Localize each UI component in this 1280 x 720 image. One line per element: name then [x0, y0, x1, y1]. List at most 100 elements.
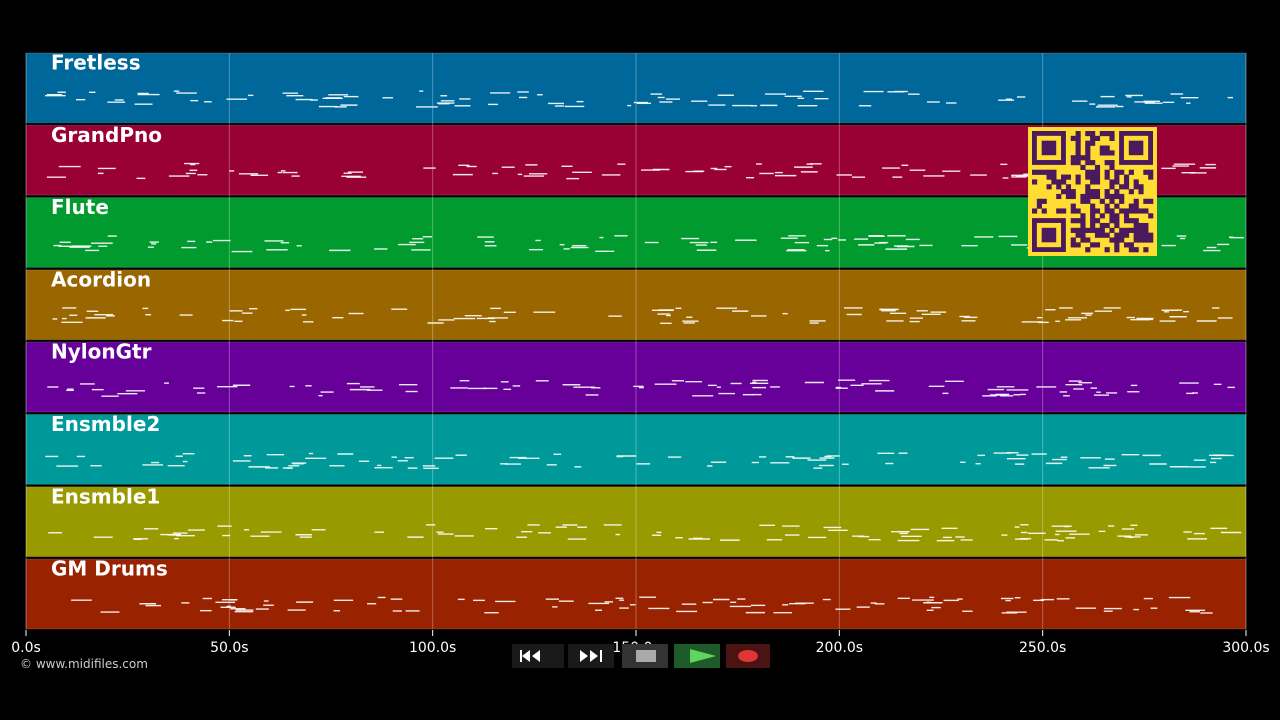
qr-module — [1123, 184, 1130, 190]
qr-module — [1075, 232, 1081, 238]
qr-module — [1094, 179, 1101, 185]
qr-module — [1075, 218, 1081, 224]
qr-module — [1104, 160, 1110, 166]
track-name: GM Drums — [51, 557, 168, 581]
qr-module — [1094, 218, 1101, 224]
qr-module — [1123, 174, 1130, 180]
qr-module — [1128, 242, 1134, 248]
qr-module — [1099, 131, 1105, 137]
qr-module — [1090, 193, 1096, 200]
qr-module — [1109, 131, 1115, 137]
qr-module — [1109, 160, 1115, 166]
qr-finder — [1041, 140, 1057, 156]
qr-module — [1085, 174, 1091, 180]
qr-module — [1065, 174, 1072, 180]
qr-module — [1104, 169, 1110, 175]
qr-module — [1138, 232, 1144, 238]
qr-module — [1036, 203, 1042, 209]
qr-module — [1148, 213, 1154, 219]
qr-module — [1075, 140, 1081, 146]
qr-module — [1109, 179, 1115, 185]
qr-module — [1104, 203, 1110, 209]
qr-module — [1133, 222, 1139, 229]
qr-module — [1123, 232, 1130, 238]
qr-module — [1104, 193, 1110, 200]
track-labels: Fretless GrandPno Flute Acordion NylonGtr Ens… — [51, 51, 168, 581]
qr-module — [1085, 155, 1091, 161]
qr-module — [1104, 145, 1110, 151]
qr-module — [1104, 232, 1110, 238]
qr-module — [1143, 227, 1149, 233]
qr-module — [1109, 164, 1115, 171]
qr-module — [1114, 193, 1120, 200]
qr-module — [1032, 169, 1038, 175]
transport-controls — [512, 644, 770, 668]
qr-module — [1104, 247, 1110, 253]
qr-module — [1032, 208, 1038, 214]
track-band — [25, 486, 1247, 558]
qr-code — [1028, 127, 1157, 256]
qr-module — [1104, 208, 1110, 214]
qr-module — [1051, 169, 1057, 175]
notes — [45, 90, 1244, 614]
qr-module — [1085, 189, 1091, 195]
qr-module — [1036, 198, 1042, 204]
qr-module — [1114, 203, 1120, 209]
qr-module — [1080, 222, 1086, 229]
qr-module — [1094, 232, 1101, 238]
qr-module — [1099, 198, 1105, 204]
qr-module — [1143, 222, 1149, 229]
qr-module — [1090, 208, 1096, 214]
qr-module — [1148, 237, 1154, 243]
qr-module — [1128, 247, 1134, 253]
qr-module — [1070, 135, 1076, 141]
qr-module — [1128, 203, 1134, 209]
qr-module — [1075, 208, 1081, 214]
qr-module — [1138, 227, 1144, 233]
qr-module — [1090, 242, 1096, 248]
qr-module — [1032, 179, 1038, 185]
qr-module — [1094, 193, 1101, 200]
track-name: Ensmble1 — [51, 484, 160, 508]
qr-module — [1085, 140, 1091, 146]
qr-module — [1128, 189, 1134, 195]
qr-module — [1148, 232, 1154, 238]
qr-module — [1070, 218, 1076, 224]
qr-module — [1138, 222, 1144, 229]
qr-module — [1143, 198, 1149, 204]
qr-module — [1119, 184, 1125, 190]
qr-module — [1090, 174, 1096, 180]
qr-module — [1133, 232, 1139, 238]
qr-module — [1099, 222, 1105, 229]
tick-label: 250.0s — [1019, 640, 1066, 656]
qr-module — [1114, 222, 1120, 229]
qr-module — [1128, 227, 1134, 233]
qr-module — [1085, 247, 1091, 253]
qr-module — [1109, 135, 1115, 141]
qr-module — [1119, 193, 1125, 200]
track-band — [25, 341, 1247, 413]
qr-module — [1123, 208, 1130, 214]
qr-module — [1085, 150, 1091, 156]
qr-module — [1085, 131, 1091, 137]
qr-module — [1128, 169, 1134, 175]
qr-module — [1104, 131, 1110, 137]
qr-module — [1094, 169, 1101, 175]
qr-module — [1099, 227, 1105, 233]
qr-module — [1075, 155, 1081, 161]
qr-module — [1114, 237, 1120, 243]
qr-module — [1041, 169, 1047, 175]
qr-finder — [1041, 227, 1057, 243]
qr-module — [1070, 208, 1076, 214]
qr-module — [1123, 218, 1130, 224]
qr-module — [1148, 174, 1154, 180]
qr-module — [1094, 174, 1101, 180]
qr-module — [1104, 222, 1110, 229]
record-icon — [738, 650, 758, 662]
qr-finder — [1128, 140, 1144, 156]
qr-module — [1080, 218, 1086, 224]
qr-module — [1114, 242, 1120, 248]
qr-module — [1051, 179, 1057, 185]
tick-label: 0.0s — [11, 640, 41, 656]
qr-module — [1090, 218, 1096, 224]
